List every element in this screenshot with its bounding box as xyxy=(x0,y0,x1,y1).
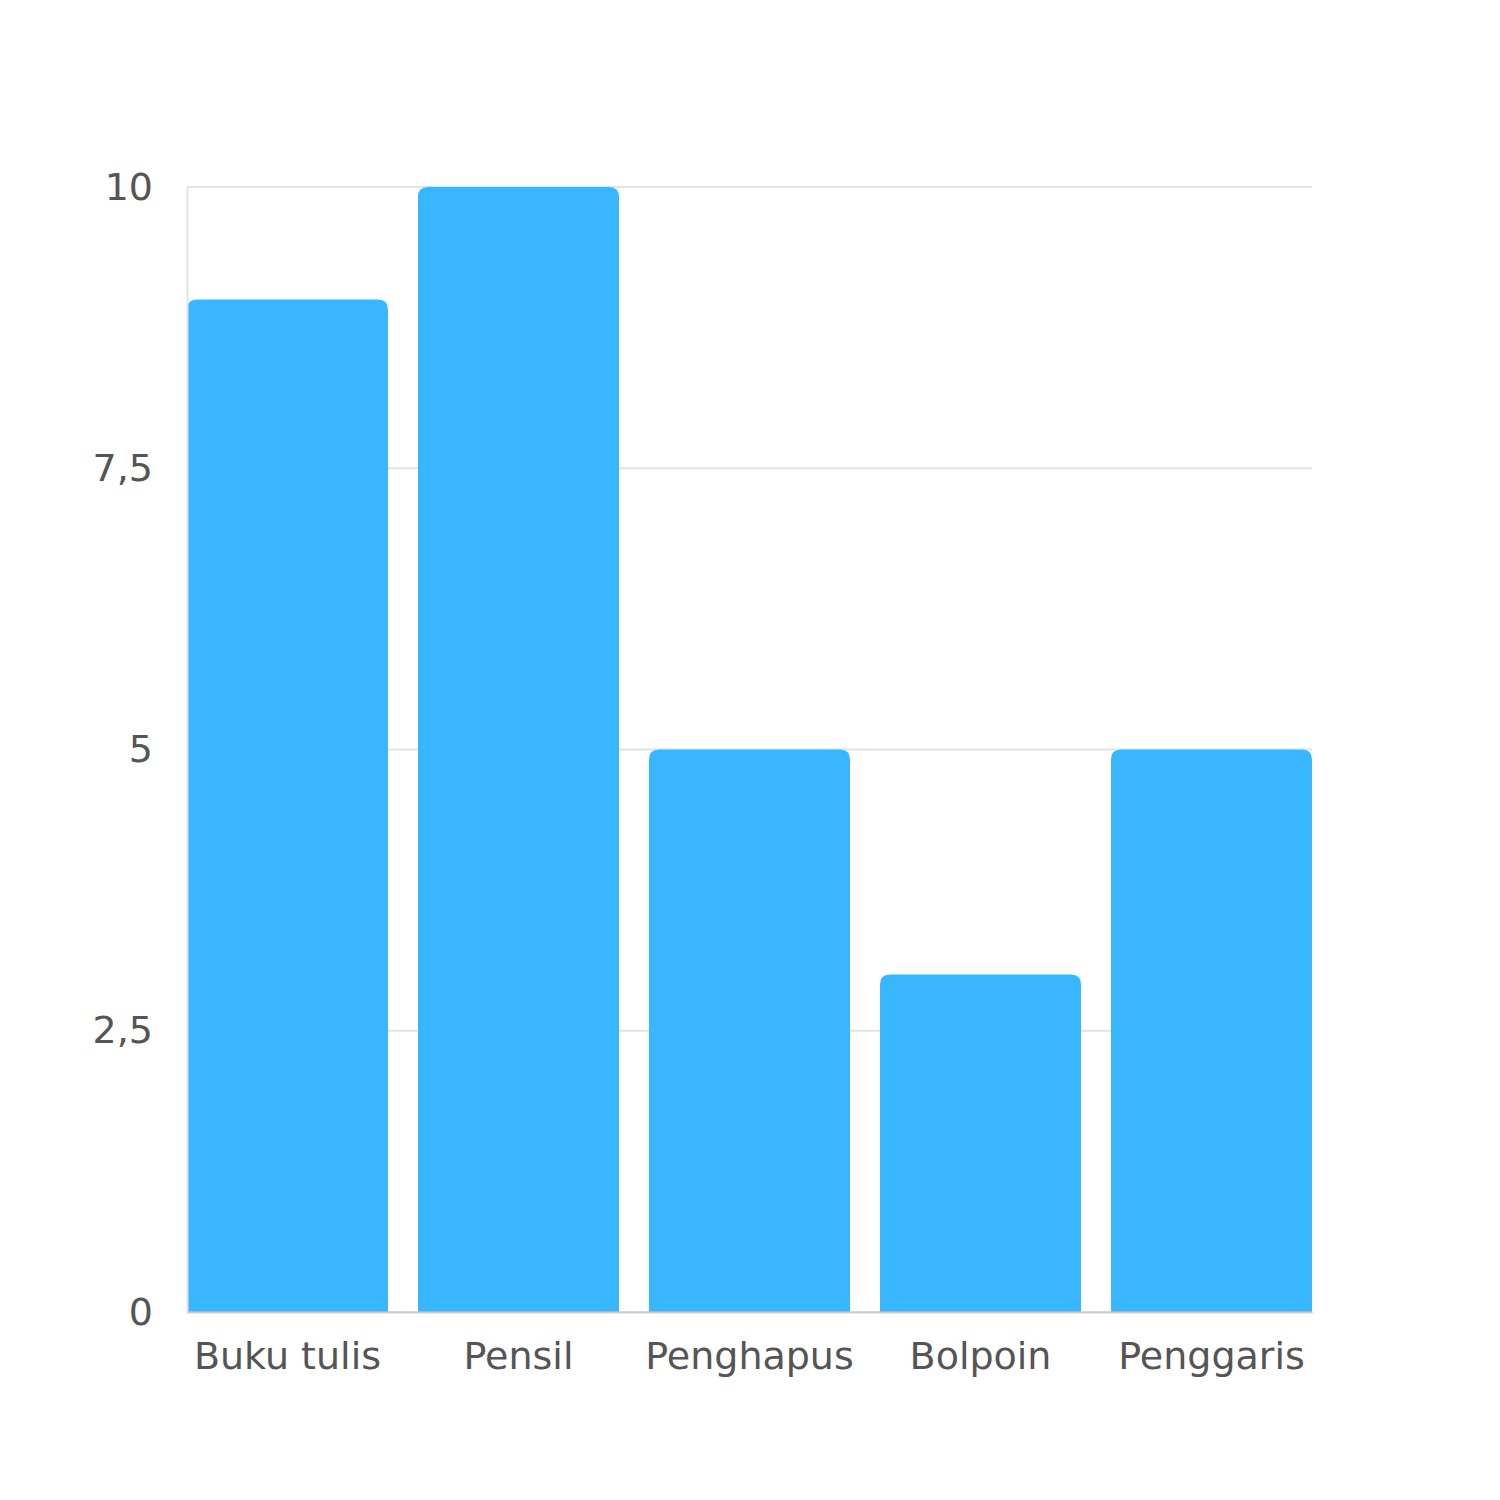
y-axis: 0 2,5 5 7,5 10 xyxy=(93,165,188,1334)
chart: 0 2,5 5 7,5 10 Buku tulis Pensil Penghapus Bolpo… xyxy=(0,0,1500,1500)
grid-line xyxy=(187,186,1312,188)
bar xyxy=(187,300,388,1313)
y-tick: 0 xyxy=(129,1290,187,1334)
bar xyxy=(880,975,1081,1313)
x-tick-label: Penghapus xyxy=(645,1334,854,1378)
y-tick: 5 xyxy=(129,727,187,771)
y-tick: 2,5 xyxy=(93,1008,187,1052)
bar xyxy=(418,187,619,1312)
bars xyxy=(187,187,1312,1312)
y-axis-line xyxy=(187,188,189,1313)
y-tick-label: 2,5 xyxy=(93,1008,153,1052)
x-axis-line xyxy=(188,1312,1313,1314)
y-tick-label: 5 xyxy=(129,727,153,771)
plot: 0 2,5 5 7,5 10 Buku tulis Pensil Penghapus Bolpo… xyxy=(93,165,1313,1378)
x-tick-label: Pensil xyxy=(464,1334,574,1378)
y-tick: 7,5 xyxy=(93,446,187,490)
y-tick: 10 xyxy=(105,165,187,209)
x-tick-label: Penggaris xyxy=(1118,1334,1305,1378)
x-tick-label: Buku tulis xyxy=(194,1334,381,1378)
y-tick-label: 7,5 xyxy=(93,446,153,490)
x-tick: Penghapus xyxy=(645,1312,854,1378)
y-tick-label: 0 xyxy=(129,1290,153,1334)
x-tick: Penggaris xyxy=(1118,1312,1305,1378)
x-tick: Pensil xyxy=(464,1312,574,1378)
y-tick-label: 10 xyxy=(105,165,153,209)
x-tick-label: Bolpoin xyxy=(910,1334,1052,1378)
x-tick: Buku tulis xyxy=(194,1312,381,1378)
x-tick: Bolpoin xyxy=(910,1312,1052,1378)
grid xyxy=(187,187,1312,1312)
x-axis: Buku tulis Pensil Penghapus Bolpoin Penggari… xyxy=(188,1312,1313,1378)
bar xyxy=(1111,750,1312,1313)
bar xyxy=(649,750,850,1313)
